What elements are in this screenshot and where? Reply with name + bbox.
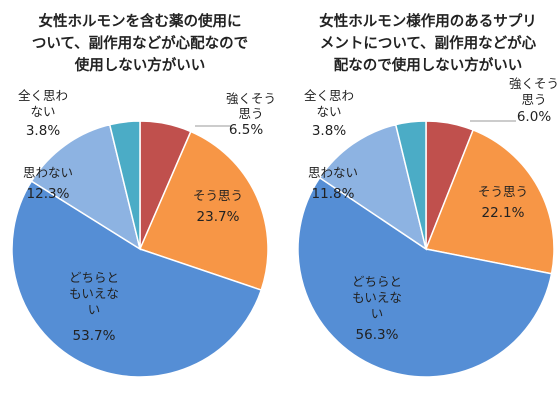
pie-slice bbox=[394, 120, 427, 250]
pie-slice bbox=[318, 123, 428, 251]
pie-slice bbox=[297, 176, 553, 378]
slice-label: そう思う bbox=[193, 188, 243, 203]
slice-label: どちらと bbox=[352, 274, 402, 289]
slice-percent-label: 23.7% bbox=[197, 209, 240, 225]
pie-chart-right: 女性ホルモン様作用のあるサプリメントについて、副作用などが心配なので使用しない方… bbox=[297, 12, 558, 378]
slice-label: い bbox=[88, 302, 101, 317]
pie-slice bbox=[138, 130, 269, 292]
slice-label: 強くそう bbox=[509, 76, 558, 91]
pie-chart-left: 女性ホルモンを含む薬の使用について、副作用などが心配なので使用しない方がいい強く… bbox=[11, 12, 276, 378]
slice-label: ない bbox=[316, 104, 341, 119]
slice-label: そう思う bbox=[478, 184, 528, 199]
pie-slice bbox=[108, 120, 141, 250]
chart-title-line: 使用しない方がいい bbox=[74, 56, 206, 74]
slice-label: もいえな bbox=[69, 286, 119, 301]
slice-label: ない bbox=[30, 104, 55, 119]
slice-percent-label: 22.1% bbox=[482, 205, 525, 221]
slice-percent-label: 53.7% bbox=[73, 328, 116, 344]
slice-percent-label: 56.3% bbox=[356, 327, 399, 343]
chart-title-line: 配なので使用しない方がいい bbox=[334, 56, 523, 74]
chart-title-line: メントについて、副作用などが心 bbox=[320, 34, 537, 52]
slice-label: 思わない bbox=[23, 165, 73, 180]
slice-label: もいえな bbox=[352, 290, 402, 305]
slice-label: 思わない bbox=[308, 165, 358, 180]
slice-label: 全く思わ bbox=[18, 88, 68, 103]
chart-title-line: 女性ホルモンを含む薬の使用に bbox=[39, 12, 242, 30]
pie-slice bbox=[424, 129, 555, 275]
slice-percent-label: 12.3% bbox=[27, 186, 70, 202]
chart-title-line: ついて、副作用などが心配なので bbox=[32, 34, 248, 52]
slice-label: 思う bbox=[521, 92, 546, 107]
slice-percent-label: 3.8% bbox=[312, 123, 346, 139]
slice-percent-label: 3.8% bbox=[26, 123, 60, 139]
slice-label: 思う bbox=[238, 106, 263, 121]
slice-label: 強くそう bbox=[226, 91, 276, 106]
pie-slice bbox=[30, 123, 142, 251]
pie-slice bbox=[11, 180, 263, 378]
slice-percent-label: 6.5% bbox=[229, 122, 263, 138]
slice-label: 全く思わ bbox=[304, 88, 354, 103]
slice-percent-label: 11.8% bbox=[312, 186, 355, 202]
chart-title-line: 女性ホルモン様作用のあるサプリ bbox=[319, 12, 537, 30]
slice-label: い bbox=[371, 306, 384, 321]
slice-label: どちらと bbox=[69, 270, 119, 285]
slice-percent-label: 6.0% bbox=[517, 109, 551, 125]
